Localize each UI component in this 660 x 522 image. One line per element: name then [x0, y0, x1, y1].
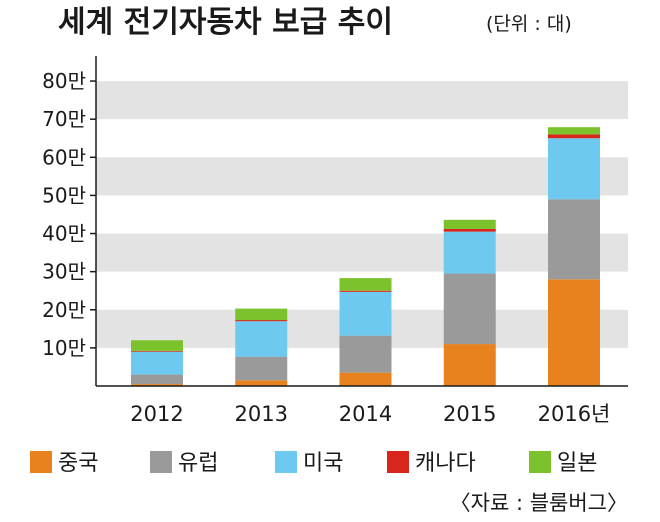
- y-tick-label: 80만: [42, 69, 86, 93]
- legend-label: 일본: [557, 451, 597, 476]
- y-tick-label: 70만: [42, 107, 86, 131]
- bar-segment: [548, 138, 600, 200]
- bar-segment: [548, 279, 600, 386]
- bar-segment: [548, 127, 600, 135]
- bar-segment: [443, 344, 496, 386]
- y-tick-label: 60만: [42, 145, 86, 169]
- grid-band: [96, 233, 628, 272]
- grid-band: [96, 81, 628, 120]
- chart-subtitle: (단위 : 대): [486, 13, 572, 35]
- bar-segment: [339, 335, 392, 373]
- y-tick-label: 20만: [42, 298, 86, 322]
- y-tick-label: 30만: [42, 260, 86, 284]
- bar-segment: [339, 278, 392, 291]
- legend-swatch: [275, 451, 297, 473]
- bar-segment: [235, 356, 288, 381]
- source-note: 〈자료 : 블룸버그〉: [450, 491, 628, 515]
- bar-segment: [443, 219, 496, 229]
- bar-segment: [131, 340, 183, 351]
- x-tick-label: 2012: [130, 402, 183, 426]
- chart-title: 세계 전기자동차 보급 추이: [58, 5, 393, 40]
- legend-label: 유럽: [178, 451, 218, 476]
- y-tick-label: 10만: [42, 336, 86, 360]
- bar-segment: [443, 228, 496, 232]
- legend-swatch: [150, 451, 172, 473]
- bar-segment: [339, 291, 392, 336]
- x-tick-label: 2015: [443, 402, 496, 426]
- x-tick-label: 2014: [339, 402, 392, 426]
- legend-label: 미국: [303, 451, 343, 476]
- bar-segment: [548, 199, 600, 280]
- axes: 10만 20만 30만 40만 50만 60만 70만 80만 2012 2013 2014 2015…: [42, 56, 628, 426]
- y-tick-label: 50만: [42, 183, 86, 207]
- bar-segment: [235, 321, 288, 357]
- bar-segment: [548, 134, 600, 139]
- grid-band: [96, 157, 628, 196]
- bar-segment: [131, 350, 183, 352]
- bar-segment: [443, 231, 496, 274]
- legend-label: 중국: [58, 451, 98, 476]
- x-tick-label: 2013: [235, 402, 288, 426]
- bar-segment: [235, 380, 288, 386]
- x-tick-label: 2016년: [538, 402, 611, 426]
- bar-segment: [235, 308, 288, 321]
- legend-swatch: [387, 451, 409, 473]
- legend-swatch: [30, 451, 52, 473]
- bar-segment: [443, 273, 496, 345]
- legend: 중국 유럽 미국 캐나다 일본: [30, 451, 597, 476]
- bar-segment: [339, 372, 392, 386]
- bar-segment: [131, 384, 183, 386]
- legend-label: 캐나다: [415, 451, 476, 476]
- y-tick-label: 40만: [42, 222, 86, 246]
- bar-segment: [131, 374, 183, 385]
- bar-segment: [235, 320, 288, 322]
- bars: [131, 127, 600, 386]
- bar-segment: [339, 290, 392, 292]
- legend-swatch: [529, 451, 551, 473]
- bar-segment: [131, 351, 183, 375]
